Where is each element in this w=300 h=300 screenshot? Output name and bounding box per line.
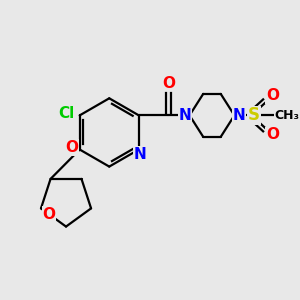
Text: O: O	[65, 140, 78, 155]
Text: O: O	[266, 128, 279, 142]
Text: N: N	[178, 108, 191, 123]
Text: S: S	[248, 106, 260, 124]
Text: N: N	[134, 147, 146, 162]
Text: Cl: Cl	[58, 106, 74, 121]
Text: O: O	[266, 88, 279, 104]
Text: N: N	[233, 108, 246, 123]
Text: O: O	[163, 76, 176, 91]
Text: O: O	[42, 207, 55, 222]
Text: CH₃: CH₃	[274, 109, 300, 122]
